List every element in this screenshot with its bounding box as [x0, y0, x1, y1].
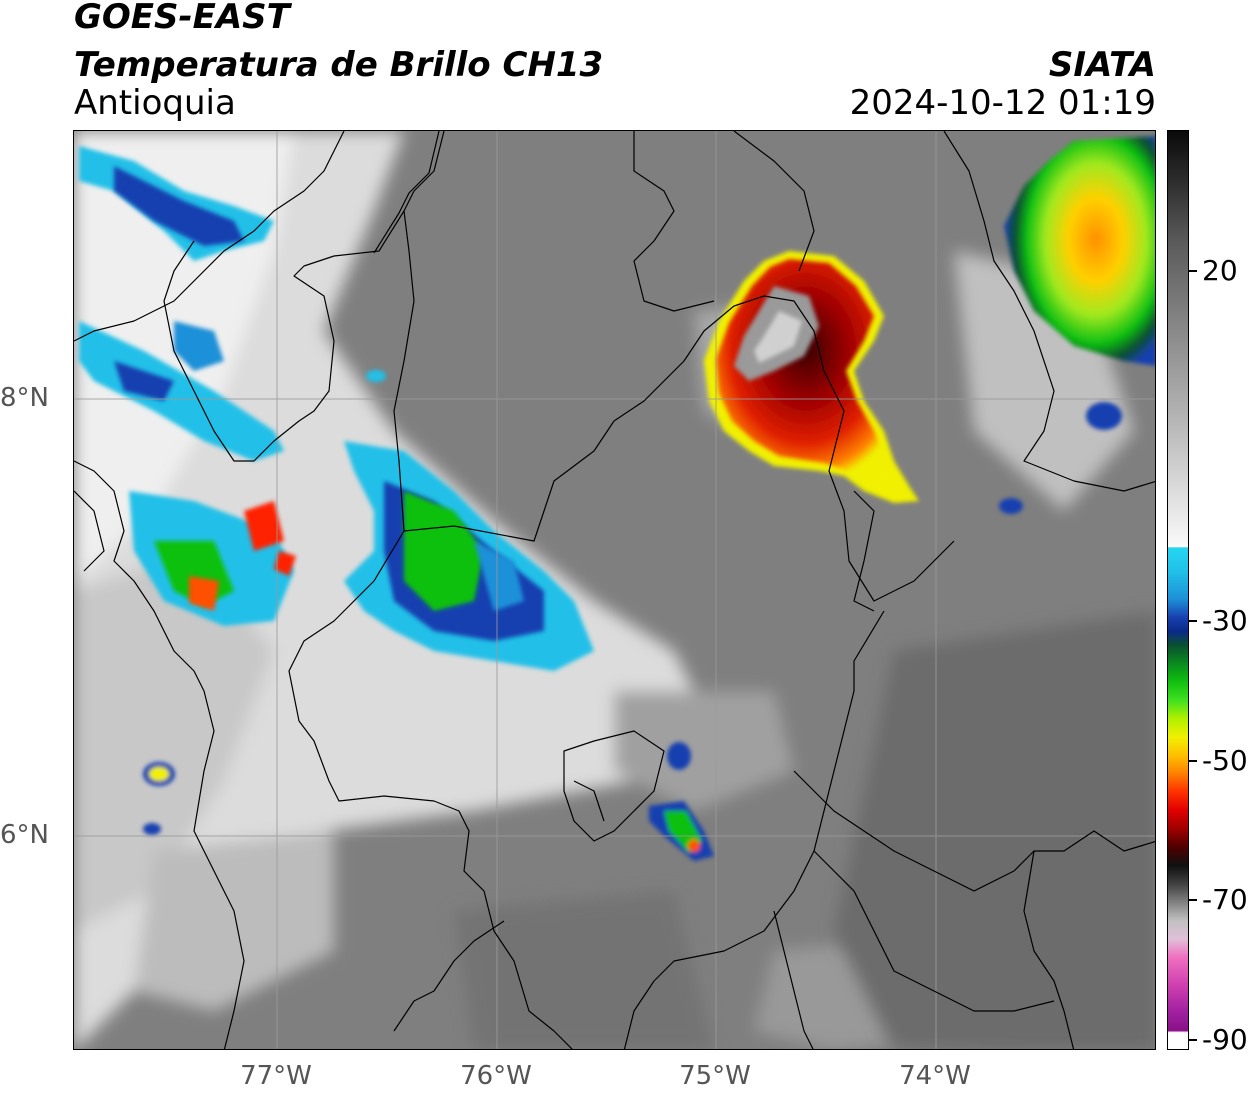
storm-main	[704, 251, 919, 503]
temperature-colorbar	[1167, 130, 1189, 1050]
lat-label-8n: 8°N	[0, 383, 49, 413]
colorbar-tick-20	[1189, 270, 1197, 272]
satellite-map[interactable]	[73, 130, 1156, 1050]
colorbar-label-20: 20	[1202, 254, 1238, 287]
admin-borders	[74, 131, 1155, 1049]
colorbar-label-minus90: -90	[1202, 1023, 1248, 1056]
title-product: Temperatura de Brillo CH13	[74, 45, 604, 85]
cold-cloud-central	[344, 441, 594, 671]
storm-east	[1004, 136, 1155, 366]
title-region: Antioquia	[74, 83, 236, 123]
colorbar-tick-minus90	[1189, 1039, 1197, 1041]
title-satellite: GOES-EAST	[74, 0, 290, 37]
colorbar-label-minus70: -70	[1202, 883, 1248, 916]
datetime-label: 2024-10-12 01:19	[849, 83, 1156, 123]
colorbar-label-minus50: -50	[1202, 744, 1248, 777]
small-convective-cells	[143, 370, 1122, 861]
organization-label: SIATA	[1048, 45, 1156, 85]
colorbar-tick-minus50	[1189, 760, 1197, 762]
colorbar-tick-minus30	[1189, 620, 1197, 622]
lon-label-74w: 74°W	[899, 1061, 971, 1091]
lat-lon-grid	[74, 131, 1155, 1049]
map-canvas	[74, 131, 1155, 1049]
colorbar-tick-minus70	[1189, 899, 1197, 901]
colorbar-label-minus30: -30	[1202, 604, 1248, 637]
cold-cloud-northwest	[79, 146, 296, 626]
lon-label-77w: 77°W	[240, 1061, 312, 1091]
dark-regions	[454, 611, 1155, 1049]
lon-label-75w: 75°W	[679, 1061, 751, 1091]
lat-label-6n: 6°N	[0, 820, 49, 850]
lon-label-76w: 76°W	[460, 1061, 532, 1091]
